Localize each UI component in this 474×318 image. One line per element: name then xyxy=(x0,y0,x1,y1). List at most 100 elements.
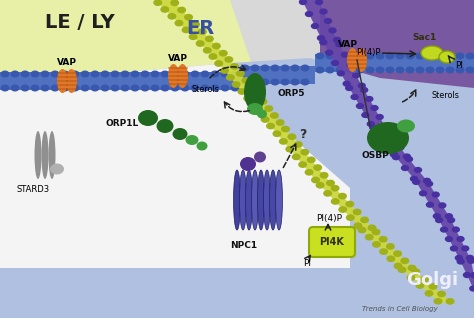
Bar xyxy=(177,79,188,81)
Ellipse shape xyxy=(469,285,474,292)
Ellipse shape xyxy=(173,128,188,140)
Ellipse shape xyxy=(411,268,420,275)
Bar xyxy=(169,72,187,80)
Ellipse shape xyxy=(323,190,332,197)
Ellipse shape xyxy=(257,109,267,119)
Ellipse shape xyxy=(365,96,374,102)
Ellipse shape xyxy=(50,163,64,175)
Bar xyxy=(240,66,315,84)
Ellipse shape xyxy=(405,52,414,59)
Ellipse shape xyxy=(336,66,345,73)
Ellipse shape xyxy=(291,79,300,86)
Ellipse shape xyxy=(91,85,100,92)
Ellipse shape xyxy=(10,85,19,92)
Ellipse shape xyxy=(350,94,359,100)
Ellipse shape xyxy=(191,85,200,92)
Ellipse shape xyxy=(438,202,447,209)
Ellipse shape xyxy=(220,85,229,92)
Bar xyxy=(57,84,68,86)
Text: ?: ? xyxy=(299,128,307,142)
Bar xyxy=(177,71,188,73)
Bar xyxy=(66,72,77,74)
Ellipse shape xyxy=(434,298,443,305)
Text: PI(4)P: PI(4)P xyxy=(316,213,342,223)
Ellipse shape xyxy=(455,255,463,261)
Ellipse shape xyxy=(181,71,190,78)
Ellipse shape xyxy=(270,112,279,119)
Ellipse shape xyxy=(130,85,139,92)
Ellipse shape xyxy=(436,66,445,73)
Ellipse shape xyxy=(185,135,199,145)
Ellipse shape xyxy=(386,243,395,250)
Bar xyxy=(347,63,358,65)
Ellipse shape xyxy=(375,114,384,120)
Ellipse shape xyxy=(177,64,188,88)
Ellipse shape xyxy=(379,248,388,255)
Bar xyxy=(168,71,179,73)
Text: VAP: VAP xyxy=(168,54,188,63)
Ellipse shape xyxy=(182,26,191,33)
Ellipse shape xyxy=(198,28,207,35)
Polygon shape xyxy=(302,0,474,290)
Ellipse shape xyxy=(337,70,345,77)
Ellipse shape xyxy=(253,91,262,98)
Ellipse shape xyxy=(463,272,471,278)
Ellipse shape xyxy=(184,14,193,21)
Text: NPC1: NPC1 xyxy=(230,241,257,251)
Ellipse shape xyxy=(316,182,325,189)
Ellipse shape xyxy=(416,52,425,59)
Ellipse shape xyxy=(395,66,404,73)
Ellipse shape xyxy=(220,71,229,78)
Ellipse shape xyxy=(357,83,366,89)
Ellipse shape xyxy=(435,217,443,223)
Ellipse shape xyxy=(298,161,307,168)
Ellipse shape xyxy=(247,84,256,91)
Ellipse shape xyxy=(305,169,314,176)
Ellipse shape xyxy=(291,65,300,72)
Ellipse shape xyxy=(346,66,355,73)
Ellipse shape xyxy=(437,291,446,297)
Ellipse shape xyxy=(61,71,70,78)
Ellipse shape xyxy=(240,65,249,72)
Ellipse shape xyxy=(140,85,149,92)
Ellipse shape xyxy=(20,71,29,78)
Ellipse shape xyxy=(367,225,376,231)
Ellipse shape xyxy=(120,71,129,78)
Ellipse shape xyxy=(264,170,271,230)
Ellipse shape xyxy=(397,120,415,133)
Ellipse shape xyxy=(319,8,328,15)
Ellipse shape xyxy=(445,213,453,219)
Ellipse shape xyxy=(61,85,70,92)
Ellipse shape xyxy=(370,105,379,111)
Ellipse shape xyxy=(346,62,355,68)
Ellipse shape xyxy=(466,255,474,261)
Ellipse shape xyxy=(271,65,280,72)
Ellipse shape xyxy=(410,176,418,182)
Ellipse shape xyxy=(313,164,322,171)
Bar xyxy=(356,55,367,57)
Ellipse shape xyxy=(81,85,90,92)
Ellipse shape xyxy=(174,20,183,26)
Ellipse shape xyxy=(375,52,384,59)
Ellipse shape xyxy=(214,60,223,67)
Ellipse shape xyxy=(249,102,258,109)
Ellipse shape xyxy=(346,214,355,221)
Text: Sterols: Sterols xyxy=(191,86,219,94)
Ellipse shape xyxy=(264,105,273,112)
Ellipse shape xyxy=(439,51,455,63)
Ellipse shape xyxy=(383,126,392,133)
Ellipse shape xyxy=(375,66,384,73)
Polygon shape xyxy=(0,0,350,268)
Ellipse shape xyxy=(465,66,474,73)
Ellipse shape xyxy=(390,151,398,158)
Ellipse shape xyxy=(360,217,369,223)
Ellipse shape xyxy=(326,180,335,186)
Bar xyxy=(66,84,77,86)
Ellipse shape xyxy=(365,66,374,73)
Bar xyxy=(356,67,367,69)
Ellipse shape xyxy=(250,79,259,86)
Ellipse shape xyxy=(197,142,208,150)
Ellipse shape xyxy=(316,66,325,73)
Ellipse shape xyxy=(333,37,341,43)
Ellipse shape xyxy=(168,64,179,88)
